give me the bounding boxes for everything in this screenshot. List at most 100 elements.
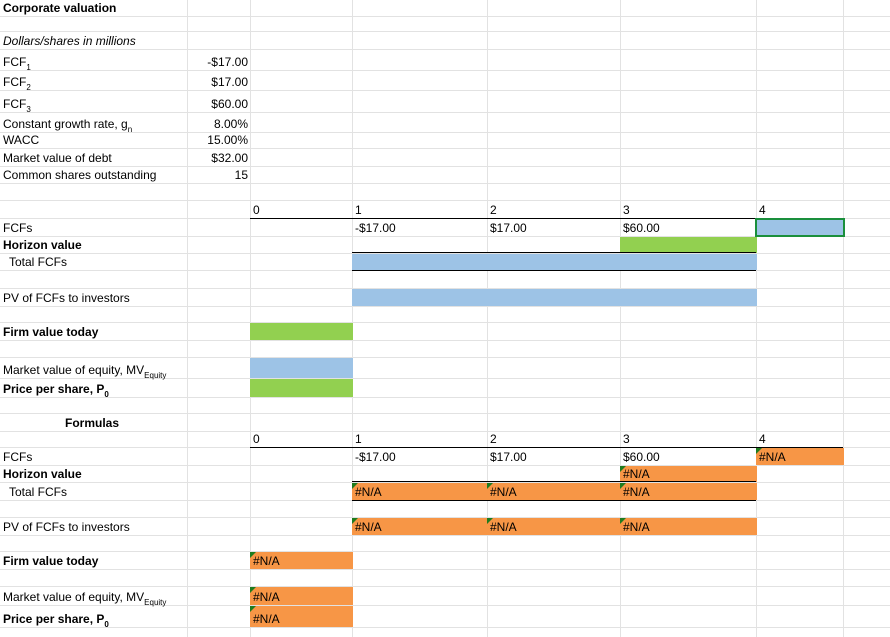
text: WACC [3,133,40,147]
grid-line [487,0,488,637]
text: Price per share, P [3,612,105,626]
grid-line [0,253,890,254]
border [352,252,756,253]
input-label: Market value of debt [0,148,188,166]
fcf-value: $60.00 [620,218,757,236]
grid-line [0,397,890,398]
text: Firm value today [3,554,99,568]
row-label: Total FCFs [0,253,188,270]
input-value: -$17.00 [187,49,251,70]
grid-line [0,551,890,552]
grid-line [620,0,621,637]
text: #N/A [623,485,650,499]
row-label: Horizon value [0,236,188,253]
total-value: #N/A [620,483,757,500]
grid-line [0,465,890,466]
text: 3 [623,432,630,446]
subscript: 1 [26,63,31,72]
subscript: Equity [144,371,167,380]
period-header: 1 [352,200,488,218]
fcf-value: $17.00 [487,218,621,236]
text: 1 [355,203,362,217]
text: 2 [490,203,497,217]
grid-line [843,0,844,637]
selected-cell[interactable] [755,218,845,237]
period-header: 3 [620,200,757,218]
subscript: 0 [104,390,109,399]
text: $32.00 [211,151,248,165]
grid-line [0,236,890,237]
input-value: 8.00% [187,112,251,132]
grid-line [0,605,890,606]
text: #N/A [253,590,280,604]
error-flag [487,483,493,489]
input-value: $32.00 [187,148,251,166]
text: Horizon value [3,238,82,252]
row-label: Total FCFs [0,482,188,500]
error-flag [352,518,358,524]
row-label: Horizon value [0,465,188,482]
fcf-value: #N/A [756,448,844,465]
text: $60.00 [623,450,660,464]
subscript: 3 [26,105,31,114]
text: Total FCFs [9,255,68,269]
input-value: $17.00 [187,70,251,90]
fcf-value: -$17.00 [352,218,488,236]
text: -$17.00 [355,450,396,464]
grid-line [0,357,890,358]
grid-line [0,288,890,289]
sheet-title: Corporate valuation [0,0,188,16]
input-label: FCF 1 [0,49,188,72]
grid-line [352,0,353,637]
pv-value: #N/A [620,518,757,535]
period-header: 1 [352,431,488,447]
error-flag [620,483,626,489]
horizon-value [620,237,757,253]
period-header: 0 [250,200,353,218]
text: $17.00 [490,450,527,464]
subscript: 2 [26,83,31,92]
grid-line [0,306,890,307]
text: PV of FCFs to investors [3,291,130,305]
border [352,500,756,501]
text: PV of FCFs to investors [3,520,130,534]
text: #N/A [490,520,517,534]
pv-value: #N/A [352,518,488,535]
grid-line [187,0,188,637]
firm-value: #N/A [250,552,353,569]
text: Market value of debt [3,151,112,165]
firm-value [250,323,353,340]
grid-line [0,517,890,518]
text: 1 [355,432,362,446]
text: $60.00 [623,221,660,235]
error-flag [756,448,762,454]
border [352,481,756,482]
text: Horizon value [3,467,82,481]
border [352,270,756,271]
text: #N/A [253,612,280,626]
grid-line [0,569,890,570]
grid-line [0,49,890,50]
text: #N/A [623,467,650,481]
text: $60.00 [211,97,248,111]
text: 15.00% [207,133,248,147]
input-label: FCF 3 [0,90,188,114]
text: $17.00 [211,75,248,89]
text: FCF [3,55,27,69]
period-header: 2 [487,200,621,218]
text: 8.00% [213,117,248,131]
period-header: 2 [487,431,621,447]
text: Dollars/shares in millions [3,34,136,48]
text: Market value of equity, MV [3,363,145,377]
row-label: Firm value today [0,551,188,569]
subscript: 0 [104,620,109,629]
grid-line [0,535,890,536]
fcf-value: -$17.00 [352,447,488,465]
text: $17.00 [490,221,527,235]
error-flag [250,587,256,593]
total-value: #N/A [352,483,488,500]
